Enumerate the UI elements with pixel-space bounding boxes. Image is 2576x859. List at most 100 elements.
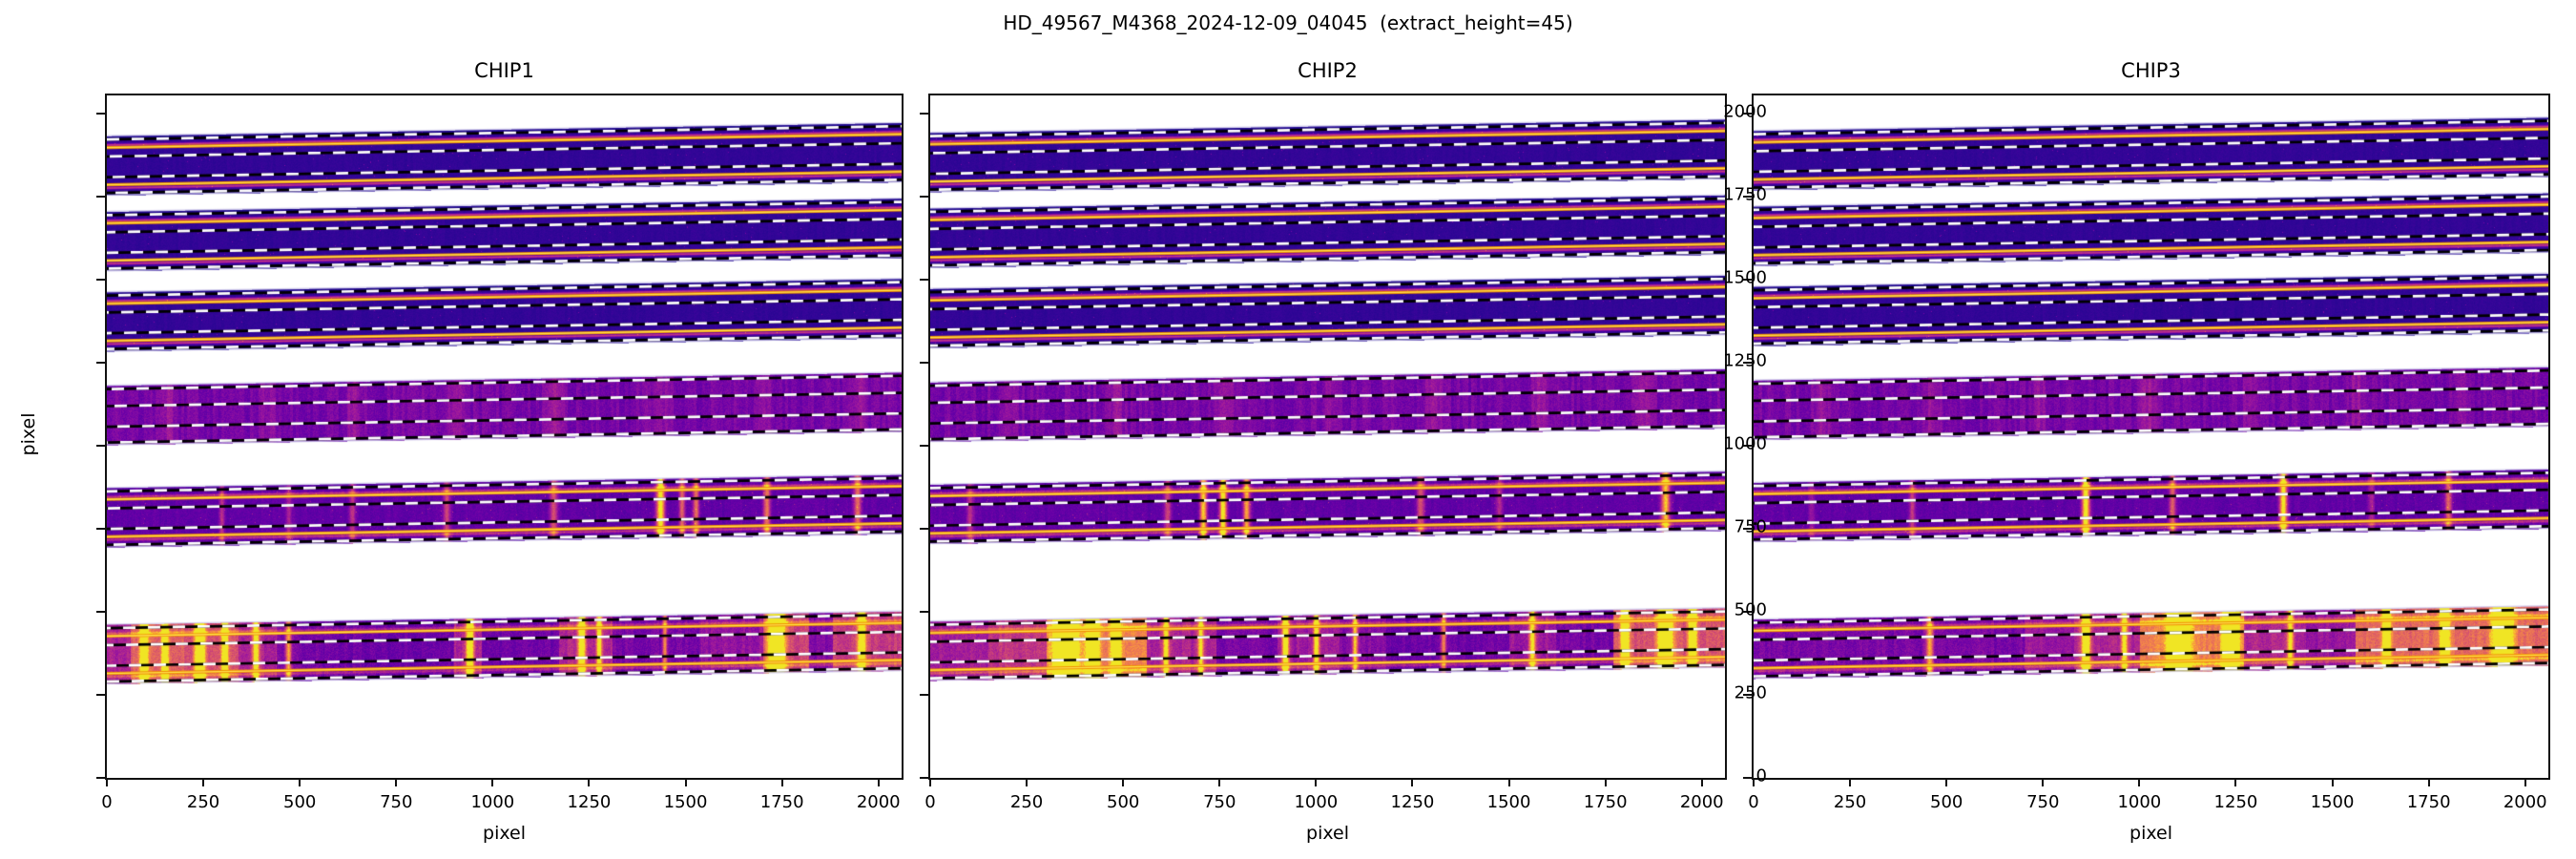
x-tick-mark: [1122, 778, 1125, 786]
heatmap-canvas-chip2: [930, 95, 1725, 778]
y-tick-mark: [920, 694, 928, 697]
x-tick-mark: [2427, 778, 2430, 786]
y-tick-mark: [920, 528, 928, 531]
y-tick-label: 500: [1734, 599, 1767, 620]
y-tick-label: 1500: [1723, 267, 1767, 288]
x-tick-mark: [1026, 778, 1028, 786]
x-tick-label: 2000: [856, 792, 901, 812]
x-tick-mark: [106, 778, 108, 786]
x-tick-mark: [2524, 778, 2526, 786]
x-tick-mark: [1315, 778, 1318, 786]
x-tick-mark: [1849, 778, 1852, 786]
x-tick-label: 1500: [663, 792, 708, 812]
x-tick-label: 1000: [1294, 792, 1339, 812]
x-tick-mark: [929, 778, 931, 786]
y-tick-mark: [920, 362, 928, 365]
heatmap-canvas-chip1: [107, 95, 902, 778]
y-tick-mark: [1743, 528, 1752, 531]
x-axis-label-chip2: pixel: [1306, 823, 1349, 844]
x-axis-label-chip3: pixel: [2129, 823, 2172, 844]
heatmap-canvas-chip3: [1754, 95, 2548, 778]
x-tick-mark: [877, 778, 880, 786]
y-tick-mark: [1743, 445, 1752, 448]
y-tick-label: 1250: [1723, 350, 1767, 371]
x-tick-label: 1500: [2310, 792, 2355, 812]
x-tick-mark: [1507, 778, 1510, 786]
y-tick-mark: [96, 279, 105, 282]
x-tick-label: 500: [282, 792, 317, 812]
x-tick-label: 1000: [470, 792, 515, 812]
panel-chip3: CHIP3 pixel 0 250 500 750 1000 1250 1500 1750 20…: [1743, 59, 2550, 844]
x-tick-label: 250: [186, 792, 220, 812]
x-tick-label: 1750: [2406, 792, 2451, 812]
x-tick-mark: [2138, 778, 2141, 786]
y-tick-mark: [920, 196, 928, 199]
y-tick-mark: [96, 445, 105, 448]
panel-title-chip2: CHIP2: [1298, 59, 1358, 82]
y-tick-mark: [1743, 113, 1752, 115]
x-tick-mark: [2234, 778, 2237, 786]
x-tick-mark: [2331, 778, 2334, 786]
y-tick-mark: [96, 611, 105, 614]
panel-chip2: CHIP2 pixel 0 250 500 750 1000 1250 1500 1750 20…: [920, 59, 1727, 844]
y-tick-label: 750: [1734, 516, 1767, 537]
x-tick-mark: [1700, 778, 1703, 786]
y-tick-mark: [96, 113, 105, 115]
y-tick-mark: [1743, 362, 1752, 365]
y-tick-mark: [1743, 196, 1752, 199]
x-tick-label: 500: [1929, 792, 1963, 812]
panel-title-chip1: CHIP1: [474, 59, 534, 82]
x-tick-mark: [491, 778, 494, 786]
x-tick-label: 750: [2026, 792, 2060, 812]
x-tick-label: 250: [1833, 792, 1867, 812]
y-tick-mark: [920, 777, 928, 779]
y-tick-label: 2000: [1723, 101, 1767, 122]
y-tick-mark: [1743, 279, 1752, 282]
x-tick-mark: [588, 778, 591, 786]
y-tick-mark: [96, 528, 105, 531]
x-tick-label: 750: [1203, 792, 1236, 812]
x-tick-label: 250: [1009, 792, 1044, 812]
x-tick-mark: [780, 778, 783, 786]
y-tick-mark: [96, 694, 105, 697]
x-tick-mark: [202, 778, 205, 786]
y-tick-label: 1750: [1723, 184, 1767, 205]
x-tick-label: 1250: [1390, 792, 1435, 812]
y-axis-label: pixel: [18, 412, 39, 456]
x-tick-mark: [2042, 778, 2045, 786]
y-tick-mark: [920, 279, 928, 282]
y-tick-mark: [1743, 611, 1752, 614]
x-tick-mark: [1218, 778, 1221, 786]
x-tick-label: 750: [380, 792, 413, 812]
x-tick-mark: [1411, 778, 1414, 786]
x-tick-mark: [299, 778, 301, 786]
y-tick-mark: [1743, 777, 1752, 779]
panel-chip1: CHIP1 pixel 0 250 500 750 1000 1250 1500 1750 20…: [96, 59, 904, 844]
x-tick-label: 0: [1748, 792, 1759, 812]
x-tick-label: 1500: [1486, 792, 1531, 812]
y-tick-label: 1000: [1723, 433, 1767, 454]
x-tick-label: 1250: [567, 792, 612, 812]
x-tick-label: 2000: [1679, 792, 1724, 812]
y-tick-mark: [96, 777, 105, 779]
x-tick-label: 1750: [1583, 792, 1628, 812]
figure-title: HD_49567_M4368_2024-12-09_04045 (extract…: [1003, 11, 1573, 34]
y-tick-mark: [920, 113, 928, 115]
y-tick-mark: [920, 611, 928, 614]
x-tick-mark: [684, 778, 687, 786]
panel-title-chip3: CHIP3: [2121, 59, 2181, 82]
x-tick-label: 1750: [759, 792, 804, 812]
y-tick-mark: [96, 362, 105, 365]
x-tick-label: 1250: [2213, 792, 2258, 812]
y-tick-label: 0: [1755, 765, 1767, 786]
x-tick-mark: [1753, 778, 1755, 786]
x-tick-label: 500: [1106, 792, 1140, 812]
x-axis-label-chip1: pixel: [483, 823, 526, 844]
y-tick-mark: [96, 196, 105, 199]
x-tick-mark: [1945, 778, 1948, 786]
x-tick-label: 1000: [2117, 792, 2162, 812]
y-tick-mark: [920, 445, 928, 448]
y-tick-label: 250: [1734, 682, 1767, 703]
x-tick-label: 0: [101, 792, 113, 812]
